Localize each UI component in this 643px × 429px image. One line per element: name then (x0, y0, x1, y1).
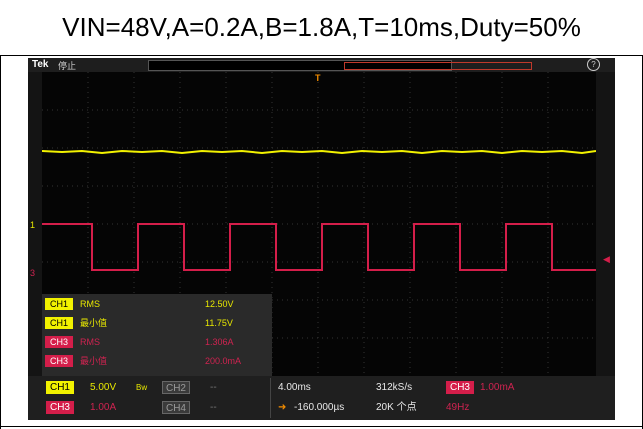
scope-status-bar: CH1 5.00V Bw CH2 -- CH3 1.00A CH4 -- 4.0… (28, 376, 615, 420)
grid-lines (42, 72, 596, 376)
ch4-button[interactable]: CH4 (162, 401, 190, 414)
timebase-scale[interactable]: 4.00ms (278, 382, 311, 393)
measurement-value: 11.75V (205, 318, 233, 328)
measurement-row: CH3 最小值 200.0mA (45, 354, 270, 368)
horizontal-position-icon: ➜ (278, 402, 287, 413)
figure-caption: VIN=48V,A=0.2A,B=1.8A,T=10ms,Duty=50% (0, 0, 643, 56)
scope-top-bar: Tek 停止 ? (28, 58, 615, 72)
ch2-value: -- (210, 382, 217, 393)
status-divider (270, 378, 271, 418)
record-view-window[interactable] (344, 62, 532, 70)
horizontal-position[interactable]: -160.000µs (294, 402, 345, 413)
ch4-value: -- (210, 402, 217, 413)
trigger-source[interactable]: CH3 (446, 381, 474, 394)
oscilloscope-screen: Tek 停止 ? 1 3 T ◀ (28, 58, 615, 420)
bandwidth-limit-icon: Bw (136, 383, 148, 392)
measurement-name: 最小值 (80, 318, 108, 328)
ch3-current-trace (42, 223, 596, 271)
frame-bottom (0, 426, 643, 427)
measurement-row: CH3 RMS 1.306A (45, 335, 270, 349)
measurement-value: 12.50V (205, 299, 234, 309)
ch3-scale[interactable]: 1.00A (90, 402, 117, 413)
waveform-display (41, 72, 597, 376)
help-icon[interactable]: ? (587, 58, 600, 71)
measurement-value: 200.0mA (205, 356, 242, 366)
ch1-voltage-trace (41, 149, 597, 155)
trigger-position-marker[interactable]: T (315, 73, 321, 83)
ch3-ground-marker[interactable]: 3 (30, 268, 36, 278)
run-state[interactable]: 停止 (58, 61, 77, 71)
ch1-scale[interactable]: 5.00V (90, 382, 117, 393)
ch3-button[interactable]: CH3 (46, 401, 74, 414)
measurement-channel: CH1 (45, 317, 73, 329)
trigger-level[interactable]: 1.00mA (480, 382, 515, 393)
measurement-channel: CH1 (45, 298, 73, 310)
record-overview-bar[interactable] (148, 60, 532, 71)
brand-logo: Tek (32, 59, 49, 70)
measurement-name: RMS (80, 299, 100, 309)
measurement-name: 最小值 (80, 356, 108, 366)
measurement-channel: CH3 (45, 355, 73, 367)
ch1-ground-marker[interactable]: 1 (30, 220, 36, 230)
measurement-name: RMS (80, 337, 100, 347)
measurement-row: CH1 最小值 11.75V (45, 316, 270, 330)
measurement-panel: CH1 RMS 12.50V CH1 最小值 11.75V CH3 RMS 1.… (42, 294, 272, 376)
measurement-channel: CH3 (45, 336, 73, 348)
trigger-frequency: 49Hz (446, 402, 470, 413)
sample-rate: 312kS/s (376, 382, 413, 393)
ch1-button[interactable]: CH1 (46, 381, 74, 394)
trigger-level-icon[interactable]: ◀ (603, 254, 610, 264)
measurement-row: CH1 RMS 12.50V (45, 297, 270, 311)
frame-left (0, 56, 1, 429)
record-length: 20K 个点 (376, 402, 417, 413)
ch2-button[interactable]: CH2 (162, 381, 190, 394)
measurement-value: 1.306A (205, 337, 234, 347)
